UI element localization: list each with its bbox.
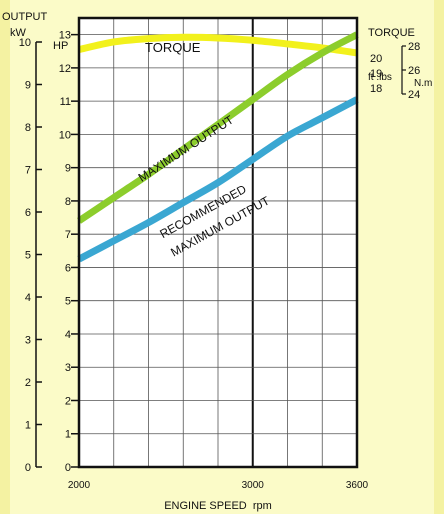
- kw-tick-label: 4: [25, 292, 31, 304]
- kw-tick-label: 0: [25, 462, 31, 474]
- x-axis-label: ENGINE SPEED rpm: [164, 500, 272, 512]
- kw-tick-label: 6: [25, 207, 31, 219]
- kw-tick-label: 7: [25, 165, 31, 177]
- maximum-output-curve: [77, 31, 359, 224]
- nm-tick-label: 24: [408, 89, 420, 101]
- left-border-strip: [0, 0, 10, 514]
- hp-tick-label: 7: [65, 229, 71, 241]
- kw-tick-label: 8: [25, 122, 31, 134]
- kw-tick-label: 3: [25, 335, 31, 347]
- left-axis-title-kw: kW: [10, 27, 27, 39]
- hp-tick-label: 0: [65, 462, 71, 474]
- right-axis-unit-nm: N.m: [414, 78, 432, 89]
- kw-tick-label: 9: [25, 80, 31, 92]
- left-axis-title-output: OUTPUT: [2, 11, 48, 23]
- series-layer: [77, 31, 359, 263]
- nm-tick-label: 26: [408, 65, 420, 77]
- hp-tick-label: 6: [65, 262, 71, 274]
- x-tick-label: 3600: [346, 480, 369, 491]
- plot-frame: [77, 16, 359, 469]
- hp-tick-label: 11: [60, 96, 71, 108]
- nm-tick-label: 28: [408, 41, 420, 53]
- ftlbs-tick-label: 19: [370, 68, 382, 80]
- right-border-strip: [434, 0, 444, 514]
- kw-tick-label: 5: [25, 250, 31, 262]
- x-tick-label: 3000: [242, 480, 265, 491]
- torque-curve: [78, 33, 358, 57]
- kw-tick-label: 1: [25, 420, 31, 432]
- kw-tick-label: 2: [25, 377, 31, 389]
- hp-tick-label: 4: [65, 329, 71, 341]
- hp-tick-label: 5: [65, 296, 71, 308]
- torque-curve-label: TORQUE: [145, 40, 201, 55]
- ftlbs-tick-label: 20: [370, 53, 382, 65]
- hp-tick-label: 2: [65, 395, 71, 407]
- hp-tick-label: 8: [65, 196, 71, 208]
- left-axis-title-hp: HP: [53, 40, 68, 52]
- axes: 2000 3000 36000123456789100123456789101112…: [19, 16, 420, 491]
- hp-tick-label: 12: [59, 63, 71, 75]
- hp-tick-label: 3: [65, 362, 71, 374]
- right-axis-title-torque: TORQUE: [368, 27, 415, 39]
- hp-tick-label: 13: [59, 30, 71, 42]
- ftlbs-tick-label: 18: [370, 83, 382, 95]
- hp-tick-label: 1: [65, 429, 71, 441]
- x-tick-label: 2000: [68, 480, 91, 491]
- hp-tick-label: 10: [59, 129, 71, 141]
- right-axis-unit-ftlbs: ft .lbs: [368, 72, 392, 83]
- hp-tick-label: 9: [65, 163, 71, 175]
- kw-tick-label: 10: [19, 37, 31, 49]
- recommended-output-curve: [77, 96, 359, 263]
